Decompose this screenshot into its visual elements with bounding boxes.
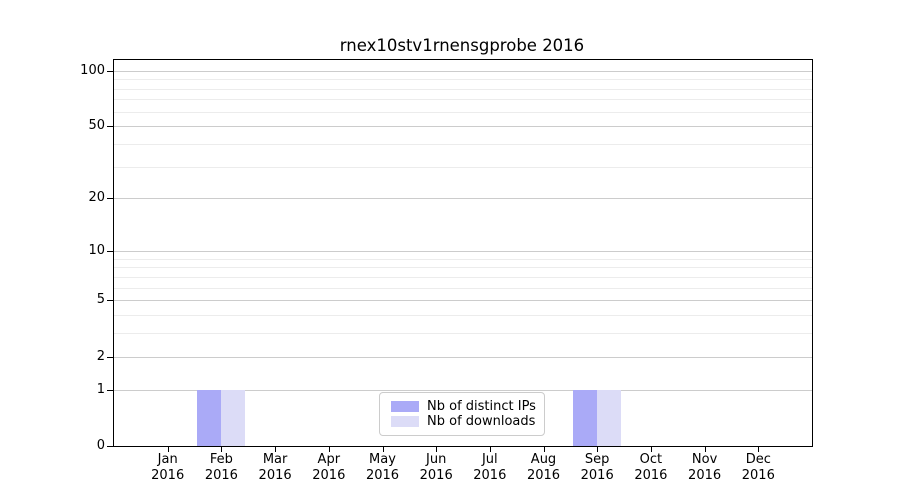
x-tick-mark [650,447,652,452]
x-tick-month: Sep [584,452,610,467]
y-axis-tick-label: 2 [96,348,105,364]
legend-item-distinct-ips: Nb of distinct IPs [391,399,536,414]
bar-distinct-ips-sep [573,389,598,446]
y-axis-tick-label: 20 [88,190,105,206]
x-tick-mark [436,447,438,452]
legend: Nb of distinct IPs Nb of downloads [379,392,545,436]
x-tick-year: 2016 [419,468,453,483]
y-gridline-minor [114,315,812,317]
y-tick-mark [107,250,113,252]
y-gridline-major [114,356,812,358]
x-tick-month: May [369,452,396,467]
y-gridline-minor [114,143,812,145]
y-gridline-minor [114,88,812,90]
x-axis-tick-label: Oct 2016 [621,452,681,484]
y-gridline-minor [114,99,812,101]
y-gridline-minor [114,79,812,80]
chart-title: rnex10stv1rnensgprobe 2016 [339,36,585,55]
x-axis-tick-label: May 2016 [353,452,413,484]
x-tick-mark [758,447,760,452]
x-tick-year: 2016 [204,468,238,483]
x-tick-month: Jul [481,452,498,467]
bar-downloads-feb [221,389,246,446]
x-tick-month: Aug [530,452,557,467]
bar-downloads-sep [597,389,622,446]
x-axis-tick-label: Aug 2016 [514,452,574,484]
x-tick-year: 2016 [365,468,400,483]
y-tick-mark [107,126,113,128]
y-gridline-major [114,198,812,200]
x-tick-year: 2016 [258,468,292,483]
x-tick-mark [328,447,330,452]
y-axis-tick-label: 10 [88,242,105,258]
y-gridline-minor [114,287,812,289]
x-tick-month: Dec [745,452,771,467]
x-axis-tick-label: Sep 2016 [567,452,627,484]
y-gridline-major [114,389,812,391]
y-gridline-minor [114,333,812,335]
y-tick-mark [107,70,113,72]
y-gridline-minor [114,258,812,260]
x-tick-year: 2016 [741,468,775,483]
y-gridline-major [114,70,812,72]
y-gridline-minor [114,267,812,269]
x-tick-month: Jun [426,452,447,467]
x-tick-mark [382,447,384,452]
x-tick-year: 2016 [526,468,561,483]
y-tick-mark [107,356,113,358]
y-gridline-major [114,126,812,128]
x-tick-mark [167,447,169,452]
y-tick-mark [107,198,113,200]
y-tick-mark [107,446,113,447]
x-tick-year: 2016 [580,468,614,483]
legend-label-downloads: Nb of downloads [427,414,536,429]
x-tick-month: Oct [639,452,663,467]
plot-area: Nb of distinct IPs Nb of downloads [113,59,813,447]
legend-swatch-downloads [391,416,419,427]
x-tick-mark [221,447,223,452]
legend-swatch-distinct-ips [391,401,419,412]
x-axis-tick-label: Mar 2016 [245,452,305,484]
x-axis-tick-label: Jun 2016 [406,452,466,484]
legend-item-downloads: Nb of downloads [391,414,536,429]
y-gridline-minor [114,166,812,168]
x-tick-mark [704,447,706,452]
x-tick-month: Feb [209,452,233,467]
x-axis-tick-label: Nov 2016 [675,452,735,484]
x-tick-month: Mar [262,452,288,467]
y-gridline-minor [114,111,812,113]
x-tick-year: 2016 [688,468,722,483]
x-tick-year: 2016 [151,468,185,483]
x-tick-mark [597,447,599,452]
x-axis-tick-label: Apr 2016 [299,452,359,484]
y-axis-tick-label: 50 [88,118,105,134]
x-tick-month: Nov [691,452,718,467]
x-tick-year: 2016 [473,468,507,483]
y-gridline-major [114,250,812,252]
bar-distinct-ips-feb [197,389,222,446]
y-tick-mark [107,389,113,391]
x-axis-tick-label: Feb 2016 [191,452,251,484]
y-gridline-major [114,300,812,302]
y-axis-tick-label: 1 [96,381,105,397]
x-tick-month: Apr [317,452,341,467]
y-axis-tick-label: 0 [96,438,105,453]
x-axis-tick-label: Jul 2016 [460,452,520,484]
y-axis-tick-label: 100 [80,62,105,78]
x-axis-tick-label: Jan 2016 [138,452,198,484]
y-axis-tick-label: 5 [96,292,105,308]
x-tick-mark [275,447,277,452]
y-gridline-minor [114,276,812,278]
x-tick-mark [489,447,491,452]
x-tick-mark [543,447,545,452]
x-axis-tick-label: Dec 2016 [728,452,788,484]
x-tick-year: 2016 [634,468,668,483]
legend-label-distinct-ips: Nb of distinct IPs [427,399,536,414]
y-tick-mark [107,300,113,302]
x-tick-month: Jan [157,452,178,467]
x-tick-year: 2016 [312,468,346,483]
